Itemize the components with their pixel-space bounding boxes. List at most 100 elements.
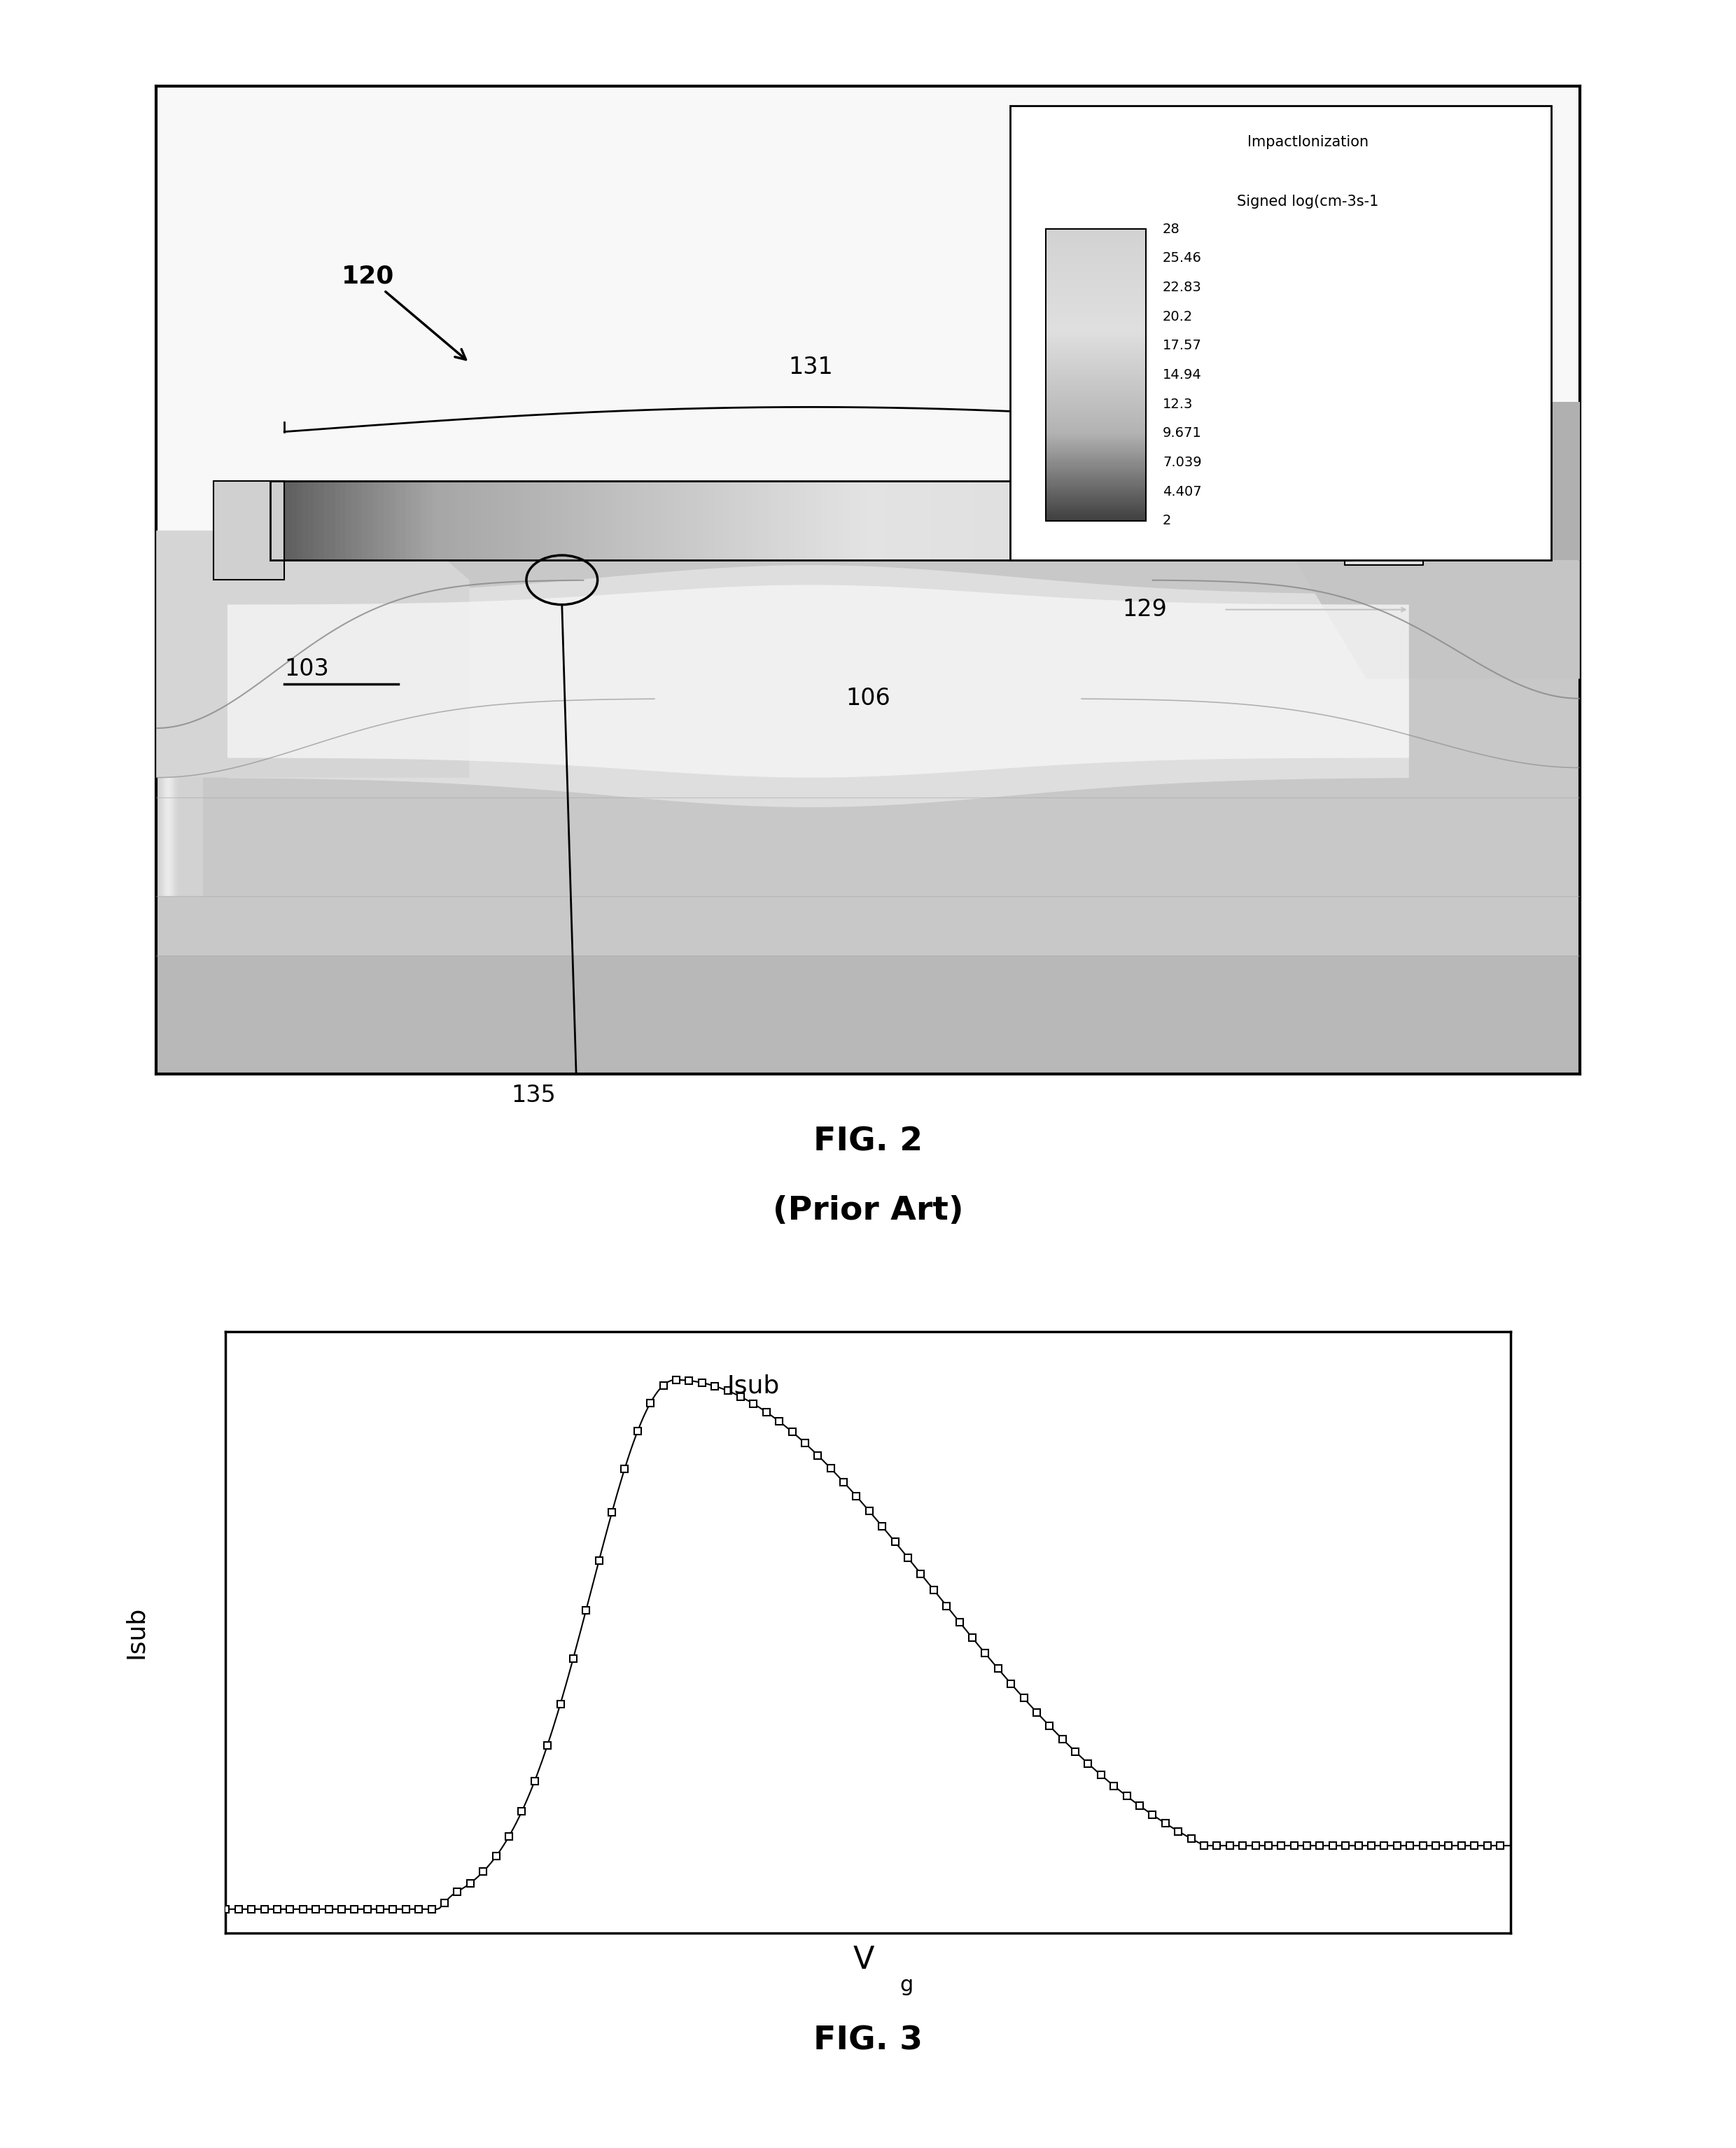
Bar [1076,481,1082,561]
Polygon shape [1437,402,1580,561]
Bar [898,481,903,561]
Bar [297,481,302,561]
Bar [1207,481,1212,561]
Bar [167,580,191,896]
Bar [1153,481,1158,561]
Bar [552,481,557,561]
Bar [1201,481,1207,561]
Bar [757,481,762,561]
Bar [271,481,276,561]
Bar [936,481,941,561]
Bar [330,481,335,561]
Bar [611,481,616,561]
Bar [1271,481,1276,561]
Text: 106: 106 [845,687,891,711]
Bar [156,956,1580,1074]
Bar [276,481,281,561]
Bar [1061,481,1066,561]
Text: ImpactIonization: ImpactIonization [1246,135,1368,150]
Bar [708,481,713,561]
Bar [762,481,767,561]
Bar [1179,481,1184,561]
Bar [785,481,790,561]
Bar [491,481,496,561]
Bar [1146,481,1153,561]
Bar [1120,481,1125,561]
Bar [165,580,189,896]
Bar [427,481,432,561]
Bar [1217,481,1222,561]
Bar [1184,481,1189,561]
Polygon shape [1295,561,1580,679]
Bar [1092,481,1097,561]
Bar [908,481,913,561]
Bar [687,481,693,561]
Bar [1028,481,1033,561]
Polygon shape [227,584,1410,778]
Bar [719,481,724,561]
Bar [158,580,181,896]
Polygon shape [156,531,469,778]
Bar [158,580,182,896]
Bar [175,580,200,896]
Text: 20.2: 20.2 [1163,309,1193,324]
Bar [1125,481,1130,561]
Text: 131: 131 [788,357,833,378]
Text: g: g [899,1976,913,1995]
Bar [681,481,687,561]
Bar [1299,481,1304,561]
Bar [1319,481,1325,561]
Bar [1130,481,1135,561]
Bar [503,481,509,561]
Bar [384,481,389,561]
Bar [1243,481,1250,561]
Bar [838,481,844,561]
Bar [562,481,568,561]
Bar [214,481,285,580]
Bar [404,481,411,561]
Bar [1335,481,1342,561]
Bar [828,481,833,561]
Bar [1250,481,1255,561]
Bar [578,481,583,561]
Bar [168,580,193,896]
Bar [606,481,611,561]
Bar [160,580,184,896]
Bar [1189,481,1194,561]
Text: 120: 120 [342,264,465,359]
Bar [161,580,184,896]
Bar [644,481,649,561]
Bar [340,481,345,561]
Bar [1023,481,1028,561]
Bar [821,481,828,561]
Bar [156,86,1580,561]
Bar [1066,481,1071,561]
Bar [160,580,182,896]
Bar [373,481,378,561]
Bar [165,580,187,896]
Bar [1033,481,1038,561]
Bar [509,481,514,561]
Bar [589,481,595,561]
Bar [174,580,198,896]
Bar [481,481,486,561]
Bar [773,481,779,561]
Bar [465,481,470,561]
Text: V: V [852,1944,875,1974]
Bar [877,481,882,561]
Bar [345,481,351,561]
Bar [969,481,974,561]
Bar [165,580,189,896]
Text: 135: 135 [510,1085,556,1106]
Bar [665,481,670,561]
Bar [319,481,325,561]
Bar [1082,481,1087,561]
Bar [1260,481,1266,561]
Bar [281,481,286,561]
Bar [175,580,198,896]
Bar [174,580,198,896]
Bar [174,580,198,896]
Bar [514,481,519,561]
Bar [1222,481,1227,561]
Bar [1168,481,1174,561]
